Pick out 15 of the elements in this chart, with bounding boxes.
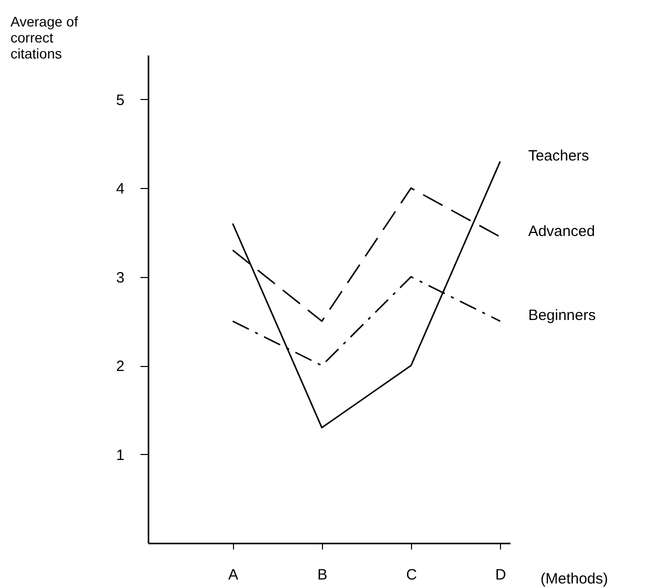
x-tick-label: A [228,566,238,584]
y-tick-label: 1 [116,446,124,464]
x-tick-label: C [406,566,418,584]
line-series [232,160,501,428]
series-label: Beginners [528,307,596,324]
x-tick-label: D [495,566,506,584]
x-axis-title: (Methods) [540,570,608,587]
series-label: Advanced [528,222,595,240]
y-tick-label: 4 [116,180,124,198]
series-label: Teachers [528,147,590,164]
y-axis-title: Average of correct citations [10,14,78,62]
x-tick-label: B [317,566,328,584]
y-tick-label: 3 [116,269,124,286]
y-tick-label: 5 [116,92,124,109]
y-tick-label: 2 [116,358,124,376]
